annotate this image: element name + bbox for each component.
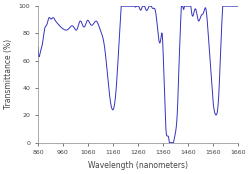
- Y-axis label: Transmittance (%): Transmittance (%): [4, 39, 13, 109]
- X-axis label: Wavelength (nanometers): Wavelength (nanometers): [88, 161, 188, 170]
